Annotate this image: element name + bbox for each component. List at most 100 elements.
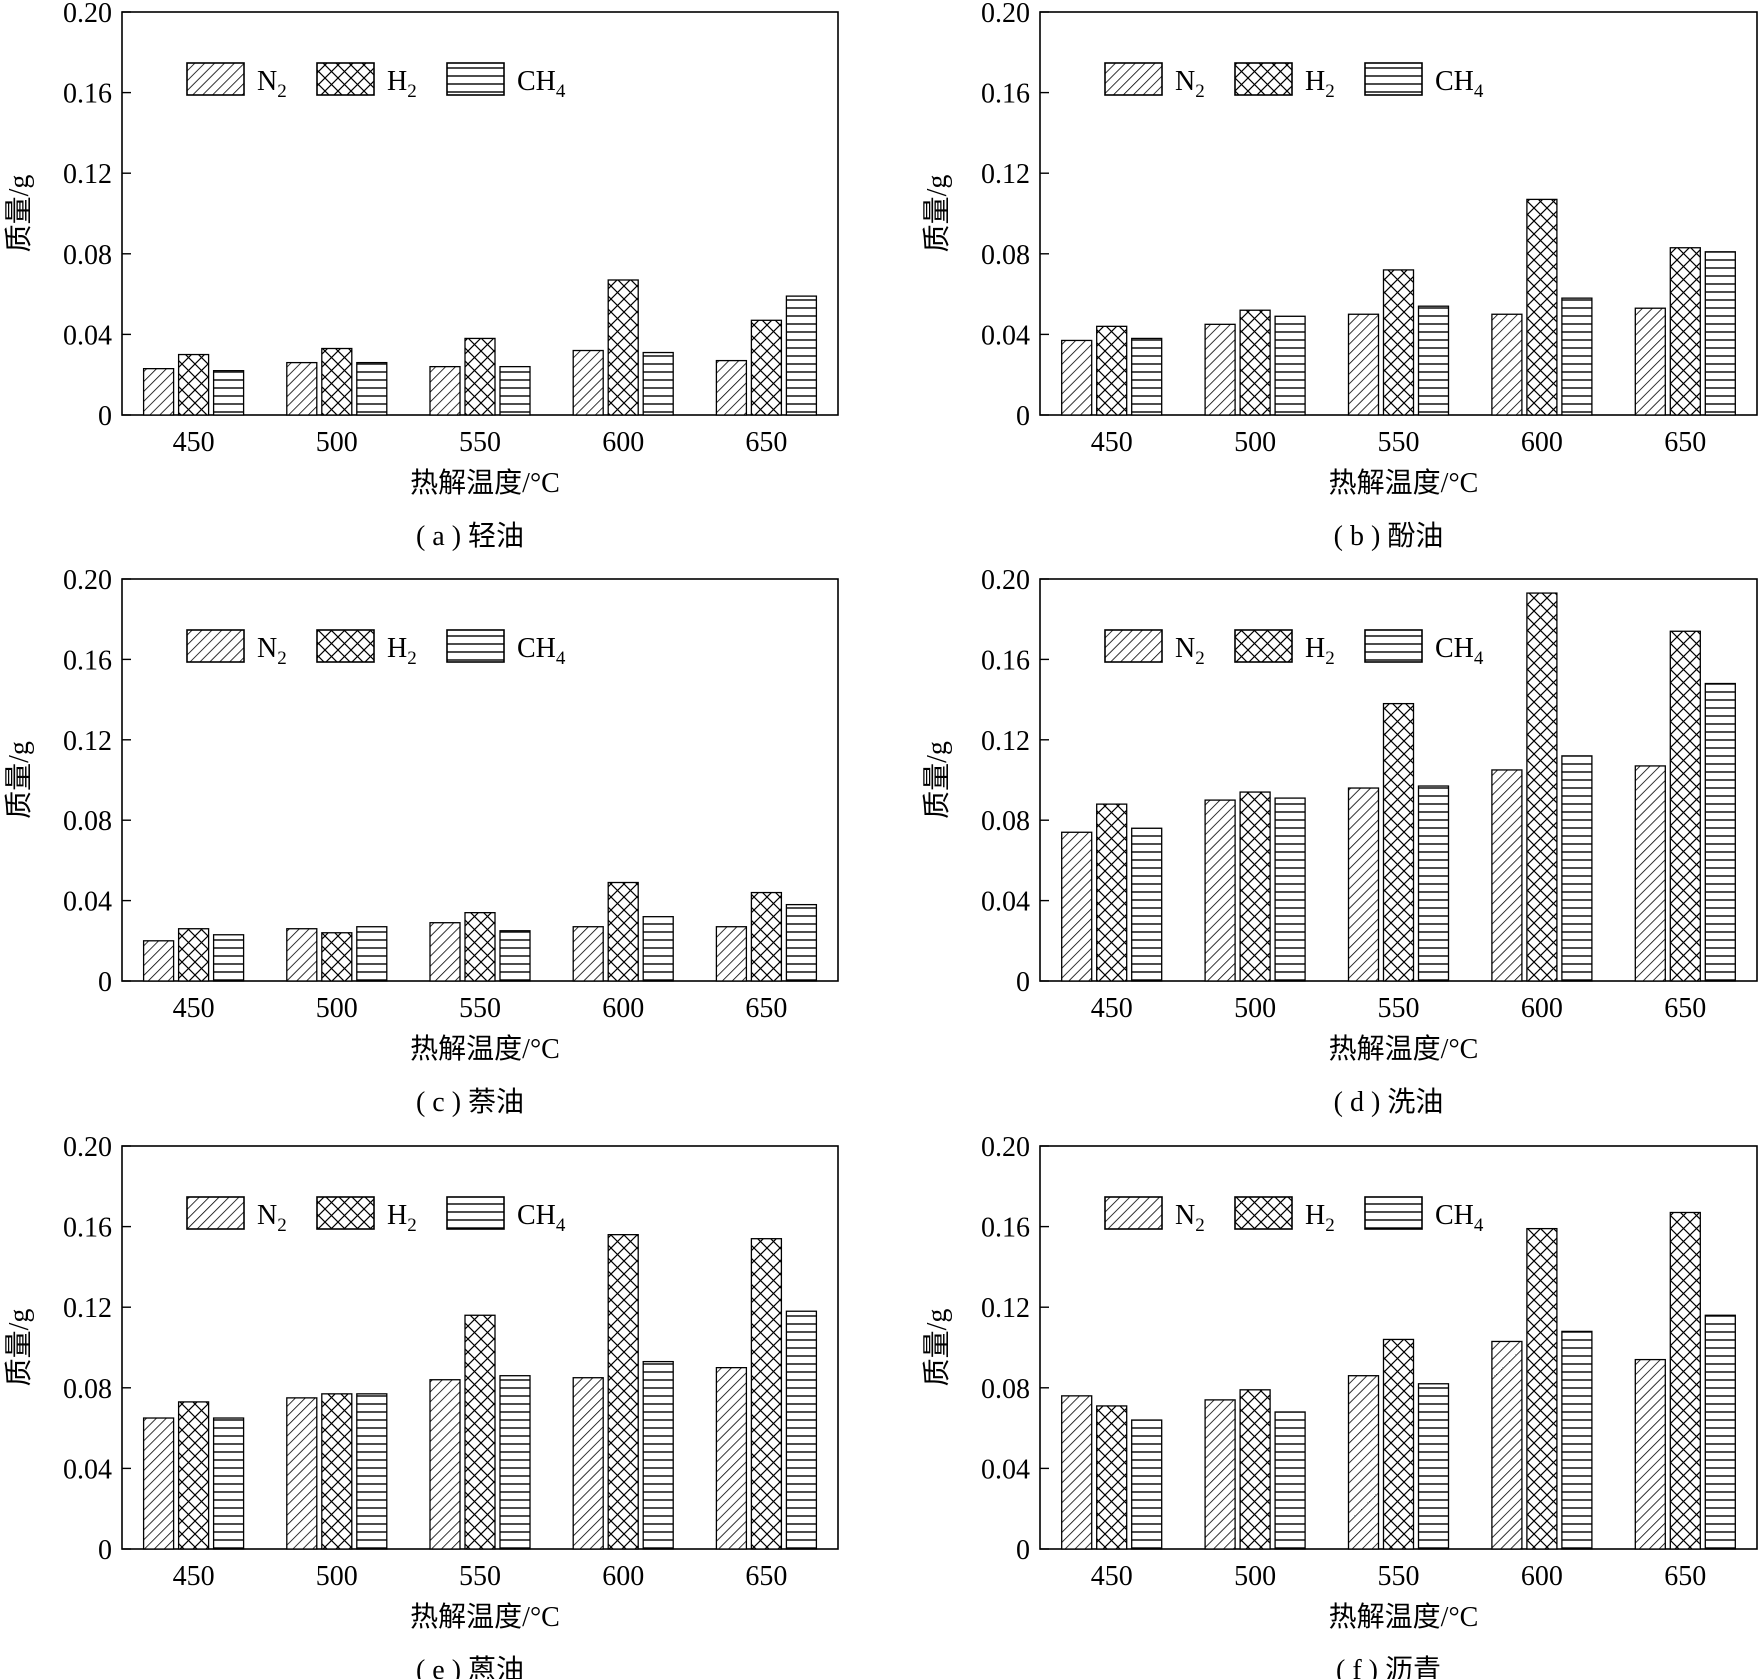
bar-ch4-650	[1704, 251, 1736, 416]
bar-n2-650	[1634, 1358, 1666, 1550]
bar-ch4-500	[1274, 797, 1306, 982]
bar-n2-650	[715, 359, 748, 416]
bar-n2-600	[572, 349, 604, 416]
y-axis-label: 质量/g	[921, 741, 953, 819]
bar-ch4-600	[642, 916, 674, 982]
legend-swatch-n2	[186, 1196, 245, 1230]
legend-label-n2: N2	[1175, 1200, 1205, 1236]
legend-swatch-n2	[1104, 1196, 1163, 1230]
legend: N2 H2 CH4	[1104, 629, 1484, 669]
bar-h2-550	[1382, 702, 1415, 982]
x-tick-label: 550	[1378, 993, 1420, 1024]
x-tick-label: 500	[1234, 427, 1276, 458]
chart-panel-b: 0 0.04 0.08 0.12 0.16 0.20 质量/g 450 500 550 600 650…	[921, 0, 1758, 552]
legend-label-ch4: CH4	[1435, 633, 1484, 669]
legend-swatch-ch4	[1364, 62, 1423, 96]
bar-h2-550	[1382, 269, 1415, 416]
legend-label-h2: H2	[387, 633, 417, 669]
x-tick-label: 500	[316, 427, 358, 458]
y-axis-label: 质量/g	[3, 1309, 35, 1387]
bar-h2-450	[177, 928, 210, 982]
bar-ch4-500	[356, 1393, 388, 1550]
legend-label-h2: H2	[1305, 1200, 1335, 1236]
legend-swatch-h2	[1234, 62, 1293, 96]
y-tick-label: 0.16	[981, 1213, 1030, 1244]
y-tick-label: 0.12	[63, 1293, 112, 1324]
y-tick-label: 0.08	[63, 1374, 112, 1405]
bar-h2-650	[1669, 630, 1701, 982]
x-tick-label: 650	[1664, 1561, 1706, 1592]
bar-h2-650	[1669, 247, 1701, 416]
bar-ch4-600	[1561, 755, 1593, 982]
legend-label-ch4: CH4	[517, 1200, 566, 1236]
x-axis-label: 热解温度/°C	[410, 467, 560, 499]
bar-h2-600	[1526, 1227, 1558, 1550]
legend-swatch-h2	[1234, 1196, 1293, 1230]
panel-caption: ( b ) 酚油	[1334, 520, 1444, 552]
bar-ch4-550	[1417, 305, 1450, 416]
x-tick-label: 550	[459, 1561, 501, 1592]
bar-ch4-450	[212, 934, 245, 982]
bar-n2-550	[429, 1379, 461, 1550]
x-tick-label: 650	[745, 427, 787, 458]
bar-ch4-500	[1274, 315, 1306, 416]
bar-n2-450	[1061, 831, 1093, 982]
y-tick-label: 0.20	[981, 565, 1030, 596]
legend-label-h2: H2	[387, 1200, 417, 1236]
x-tick-label: 600	[1521, 427, 1563, 458]
legend-label-h2: H2	[1305, 633, 1335, 669]
bar-ch4-600	[1561, 1330, 1593, 1550]
legend-label-n2: N2	[1175, 66, 1205, 102]
x-axis-label: 热解温度/°C	[1329, 1601, 1479, 1633]
x-tick-label: 450	[1091, 1561, 1133, 1592]
y-tick-label: 0.20	[981, 1132, 1030, 1163]
bar-h2-450	[177, 1401, 210, 1550]
bar-ch4-650	[1704, 682, 1736, 982]
bar-n2-550	[429, 922, 461, 982]
x-tick-label: 450	[1091, 427, 1133, 458]
bar-n2-500	[286, 1397, 318, 1550]
bar-n2-600	[572, 1377, 604, 1550]
bar-n2-550	[429, 365, 461, 416]
legend-label-n2: N2	[257, 66, 287, 102]
x-tick-label: 500	[1234, 993, 1276, 1024]
bar-n2-600	[1491, 313, 1523, 416]
legend-swatch-h2	[316, 1196, 375, 1230]
chart-panel-c: 0 0.04 0.08 0.12 0.16 0.20 质量/g 450 500 550 600 650…	[3, 565, 839, 1118]
y-tick-label: 0	[1016, 967, 1030, 998]
bar-h2-500	[1239, 309, 1271, 416]
bar-n2-550	[1347, 313, 1380, 416]
x-tick-label: 500	[1234, 1561, 1276, 1592]
legend-swatch-n2	[186, 629, 245, 663]
y-tick-label: 0.04	[63, 320, 112, 351]
y-tick-label: 0.04	[981, 1454, 1030, 1485]
y-tick-label: 0.16	[63, 645, 112, 676]
bar-h2-550	[464, 912, 496, 982]
bar-ch4-550	[499, 1375, 531, 1550]
bar-n2-450	[142, 368, 175, 416]
bar-n2-450	[1061, 339, 1093, 416]
y-tick-label: 0.20	[63, 1132, 112, 1163]
bar-ch4-450	[212, 1417, 245, 1550]
x-tick-label: 500	[316, 993, 358, 1024]
bar-n2-650	[1634, 307, 1666, 416]
bar-n2-650	[1634, 765, 1666, 982]
y-axis-label: 质量/g	[921, 175, 953, 253]
x-tick-label: 650	[745, 1561, 787, 1592]
y-tick-label: 0.04	[63, 887, 112, 918]
legend: N2 H2 CH4	[186, 1196, 566, 1236]
bar-ch4-550	[1417, 785, 1450, 982]
y-tick-label: 0.12	[63, 726, 112, 757]
y-tick-label: 0	[1016, 401, 1030, 432]
bar-ch4-450	[1131, 827, 1163, 982]
y-tick-label: 0.20	[63, 0, 112, 29]
legend-swatch-ch4	[1364, 629, 1423, 663]
y-tick-label: 0.16	[981, 645, 1030, 676]
y-tick-label: 0.12	[981, 726, 1030, 757]
y-tick-label: 0.04	[981, 320, 1030, 351]
legend-label-n2: N2	[257, 1200, 287, 1236]
bar-n2-550	[1347, 787, 1380, 982]
panel-caption: ( d ) 洗油	[1334, 1086, 1444, 1118]
x-tick-label: 600	[602, 1561, 644, 1592]
